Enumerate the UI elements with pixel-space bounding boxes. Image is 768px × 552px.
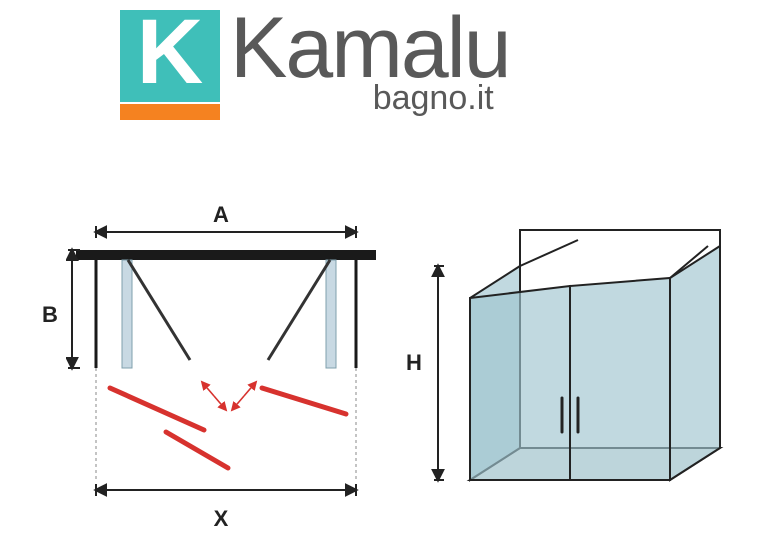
brand-logo: K Kamalu© bagno.it (120, 10, 530, 120)
diagram-area: A B X H (0, 190, 768, 552)
logo-letter: K (120, 2, 220, 102)
top-view-svg (66, 210, 376, 510)
dim-label-x: X (66, 506, 376, 532)
page: K Kamalu© bagno.it A B X (0, 0, 768, 552)
dim-label-a: A (66, 202, 376, 228)
logo-bar (120, 104, 220, 120)
brand-name: Kamalu© (230, 10, 530, 87)
top-view-diagram: A B X (66, 210, 376, 540)
dim-label-b: B (42, 302, 58, 328)
logo-mark: K (120, 10, 220, 120)
iso-view-svg (430, 210, 730, 530)
logo-text: Kamalu© bagno.it (230, 10, 530, 118)
dim-label-h: H (406, 350, 422, 376)
iso-view-diagram: H (430, 210, 730, 540)
brand-tagline: bagno.it (373, 79, 494, 118)
